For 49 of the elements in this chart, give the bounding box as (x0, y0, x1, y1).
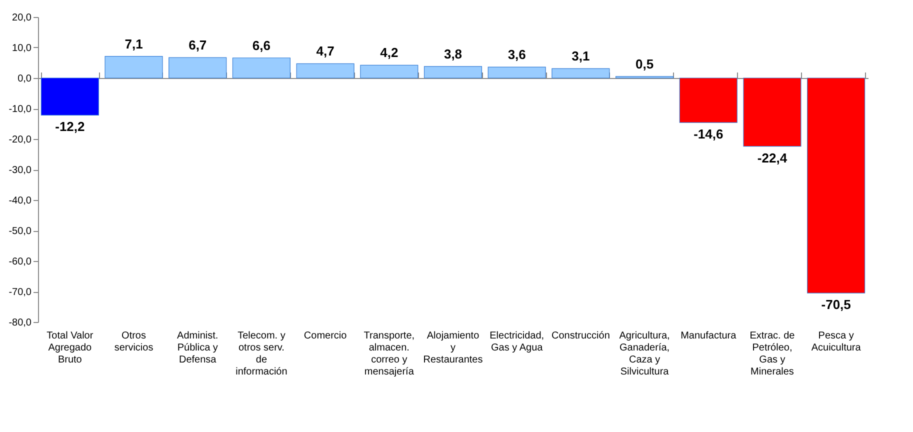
y-tick-label: 0,0 (18, 74, 32, 84)
y-tick-label: -10,0 (8, 104, 32, 115)
data-label: 7,1 (124, 36, 143, 52)
x-tick-label: Construcción (552, 330, 610, 342)
x-tick-label: Total Valor Agregado Bruto (46, 330, 94, 366)
x-tick-label: Agricultura, Ganadería, Caza y Silvicultura (619, 330, 670, 378)
x-tick-label: Extrac. de Petróleo, Gas y Minerales (750, 330, 796, 378)
x-tick-label: Manufactura (680, 330, 737, 342)
bar (552, 68, 610, 78)
data-label: 6,6 (252, 38, 270, 53)
bar (679, 78, 738, 123)
data-label: 4,7 (316, 44, 334, 59)
x-tick-label: Transporte, almacen. correo y mensajería (364, 330, 415, 378)
data-label: -22,4 (757, 150, 788, 166)
data-label: 6,7 (188, 38, 207, 53)
data-label: -14,6 (694, 126, 724, 142)
data-label: 3,1 (572, 48, 590, 64)
y-tick-label: 20,0 (12, 12, 32, 24)
bar (168, 57, 227, 78)
data-label: 3,8 (444, 46, 462, 62)
x-tick-label: Pesca y Acuicultura (811, 330, 862, 354)
data-label: 0,5 (636, 56, 654, 72)
bar (743, 78, 802, 147)
y-tick-label: -30,0 (8, 165, 32, 176)
y-tick-label: -60,0 (8, 256, 32, 268)
y-tick-label: 10,0 (12, 43, 32, 54)
y-tick-label: -50,0 (8, 226, 32, 237)
data-label: -12,2 (55, 119, 85, 134)
y-tick-label: -80,0 (8, 318, 32, 328)
bar (296, 63, 354, 78)
x-tick-label: Comercio (304, 330, 348, 342)
x-tick-label: Otros servicios (114, 330, 154, 354)
data-label: -70,5 (821, 297, 851, 312)
bar (424, 66, 482, 78)
bar (40, 78, 99, 116)
bar (232, 58, 290, 78)
bar (360, 64, 418, 78)
x-tick-label: Electricidad, Gas y Agua (490, 330, 544, 354)
bar (488, 66, 546, 78)
bar (807, 78, 866, 294)
data-label: 4,2 (380, 45, 398, 60)
x-tick-label: Alojamiento y Restaurantes (423, 330, 483, 366)
x-tick-label: Administ. Pública y Defensa (177, 330, 218, 366)
x-tick-label: Telecom. y otros serv. de información (236, 330, 288, 378)
y-tick-label: -40,0 (8, 196, 32, 206)
y-tick-label: -20,0 (8, 134, 32, 146)
bar (104, 56, 163, 78)
data-label: 3,6 (508, 47, 526, 62)
y-tick-label: -70,0 (8, 287, 32, 298)
